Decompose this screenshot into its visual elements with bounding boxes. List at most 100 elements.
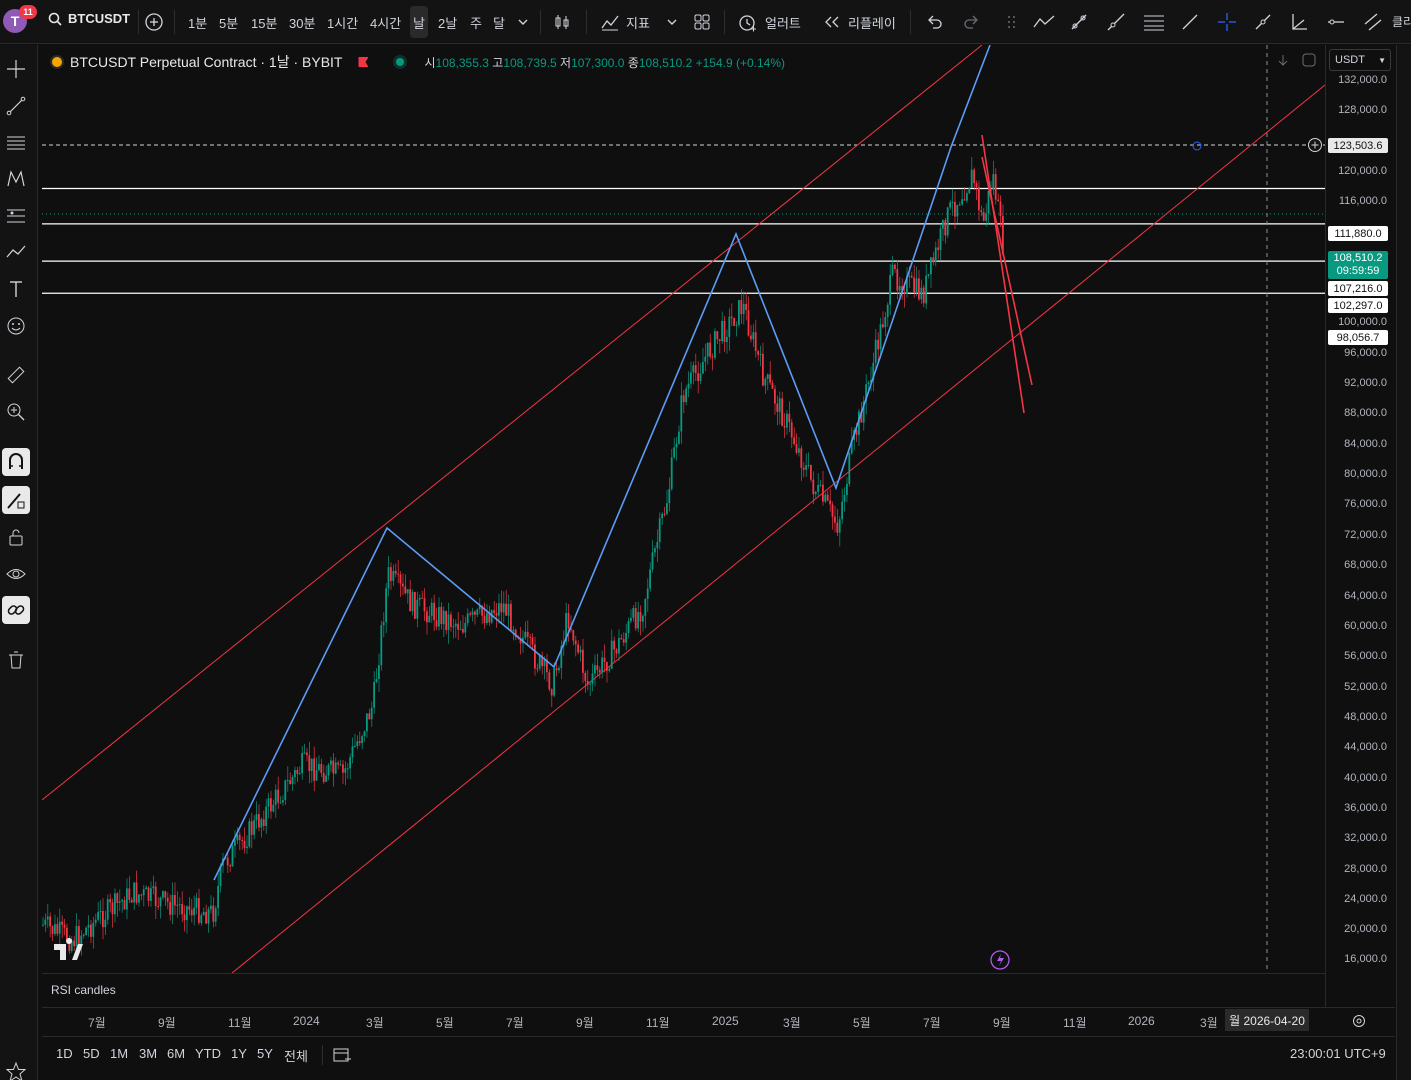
candle-body (606, 662, 608, 671)
replay-button[interactable]: 리플레이 (848, 16, 896, 31)
sync-drawings-button[interactable] (2, 596, 30, 624)
chevron-down-icon[interactable] (665, 15, 679, 29)
interval-4h[interactable]: 4시간 (370, 16, 402, 31)
stay-in-drawing-button[interactable] (2, 486, 30, 514)
pattern-tool-icon[interactable] (1032, 12, 1056, 32)
horizontal-ray-icon[interactable] (1326, 12, 1346, 32)
auto-scale-button[interactable] (1300, 51, 1318, 69)
candle-body (752, 332, 755, 340)
drag-handle-icon[interactable] (1006, 12, 1018, 32)
indicators-icon[interactable] (600, 12, 620, 32)
time-axis-label: 2025 (712, 1014, 739, 1028)
emoji-tool-button[interactable] (2, 312, 30, 340)
range-button-6m[interactable]: 6M (167, 1046, 186, 1061)
candle-body (925, 275, 927, 304)
zoom-tool-button[interactable] (2, 398, 30, 426)
symbol-search-button[interactable]: BTCUSDT (48, 11, 130, 26)
range-button-1m[interactable]: 1M (110, 1046, 129, 1061)
chart-canvas[interactable]: ☰ (42, 45, 1325, 973)
rsi-pane-label[interactable]: RSI candles (51, 983, 116, 997)
hide-drawings-button[interactable] (2, 560, 30, 588)
price-axis-label: 80,000.0 (1344, 468, 1387, 480)
interval-15m[interactable]: 15분 (251, 16, 278, 31)
candle-body (159, 897, 162, 907)
alarm-clock-icon[interactable] (737, 12, 757, 32)
candle-body (790, 422, 793, 438)
add-alert-button[interactable] (1307, 137, 1323, 153)
add-symbol-icon[interactable] (144, 12, 164, 32)
time-axis[interactable]: 7월 9월 11월 2024 3월 5월 7월 9월 11월 2025 3월 5월 7월 9월 11월 202… (42, 1007, 1395, 1033)
interval-1w[interactable]: 주 (470, 16, 482, 31)
chevron-down-icon[interactable] (516, 15, 530, 29)
candle-body (255, 814, 258, 821)
candle-body (774, 388, 776, 404)
interval-2d[interactable]: 2날 (438, 16, 458, 31)
candle-body (531, 637, 534, 645)
candle-body (728, 316, 731, 337)
rsi-pane[interactable]: RSI candles (42, 973, 1325, 1007)
range-button-1d[interactable]: 1D (56, 1046, 73, 1061)
rewind-icon[interactable] (822, 12, 842, 32)
crosshair-icon[interactable] (1217, 12, 1237, 32)
candle-body (601, 657, 603, 673)
interval-1mo[interactable]: 달 (493, 16, 505, 31)
interval-5m[interactable]: 5분 (219, 16, 239, 31)
candle-body (258, 814, 260, 828)
pattern-tool-button[interactable] (2, 165, 30, 193)
undo-icon[interactable] (924, 12, 944, 32)
parallel-channel-icon[interactable] (1363, 12, 1383, 32)
range-button-전체[interactable]: 전체 (284, 1049, 308, 1064)
crosshair-tool-button[interactable] (2, 55, 30, 83)
candle-body (512, 629, 515, 631)
chart-title[interactable]: BTCUSDT Perpetual Contract · 1날 · BYBIT (70, 54, 343, 70)
candle-body (673, 447, 675, 458)
fib-tool-button[interactable] (2, 129, 30, 157)
candle-body (188, 906, 191, 910)
redo-icon[interactable] (962, 12, 982, 32)
scroll-down-button[interactable] (1274, 51, 1292, 69)
measure-tool-button[interactable] (2, 361, 30, 389)
candle-body (58, 921, 61, 934)
interval-1h[interactable]: 1시간 (327, 16, 359, 31)
interval-1m[interactable]: 1분 (188, 16, 208, 31)
range-button-3m[interactable]: 3M (139, 1046, 158, 1061)
price-axis[interactable]: USDT ▼ 132,000.0 128,000.0 120,000.0 116,000… (1325, 45, 1395, 1007)
overflow-menu-button[interactable]: 클리 (1392, 15, 1411, 29)
range-button-5d[interactable]: 5D (83, 1046, 100, 1061)
candle-body (440, 606, 443, 625)
trend-line-tool-button[interactable] (2, 92, 30, 120)
currency-select[interactable]: USDT ▼ (1329, 49, 1391, 71)
candle-body (735, 324, 738, 326)
angle-tool-icon[interactable] (1289, 12, 1309, 32)
candles-icon[interactable] (552, 12, 572, 32)
settings-icon[interactable] (1351, 1013, 1367, 1029)
ray-tool-icon[interactable] (1069, 12, 1089, 32)
brush-tool-button[interactable] (2, 238, 30, 266)
candle-body (834, 516, 836, 523)
range-button-5y[interactable]: 5Y (257, 1046, 273, 1061)
clock-timezone[interactable]: 23:00:01 UTC+9 (1290, 1046, 1386, 1061)
flag-icon[interactable] (358, 57, 369, 67)
forecast-tool-button[interactable] (2, 202, 30, 230)
candle-body (906, 276, 908, 295)
remove-drawings-button[interactable] (2, 646, 30, 674)
divider (138, 10, 139, 34)
range-button-1y[interactable]: 1Y (231, 1046, 247, 1061)
alert-button[interactable]: 얼러트 (765, 16, 801, 31)
extended-line-icon[interactable] (1106, 12, 1126, 32)
magnet-tool-button[interactable] (2, 448, 30, 476)
range-button-ytd[interactable]: YTD (195, 1046, 221, 1061)
horizontal-lines-icon[interactable] (1142, 12, 1166, 32)
indicators-button[interactable]: 지표 (626, 16, 650, 31)
lock-drawings-button[interactable] (2, 523, 30, 551)
interval-1d[interactable]: 날 (410, 6, 428, 38)
info-line-icon[interactable] (1253, 12, 1273, 32)
candle-body (786, 413, 788, 428)
candle-body (51, 926, 54, 934)
trend-line-icon[interactable] (1180, 12, 1200, 32)
layout-grid-icon[interactable] (692, 12, 712, 32)
interval-30m[interactable]: 30분 (289, 16, 316, 31)
calendar-range-icon[interactable] (332, 1045, 352, 1065)
text-tool-button[interactable] (2, 275, 30, 303)
favorites-button[interactable] (2, 1058, 30, 1080)
